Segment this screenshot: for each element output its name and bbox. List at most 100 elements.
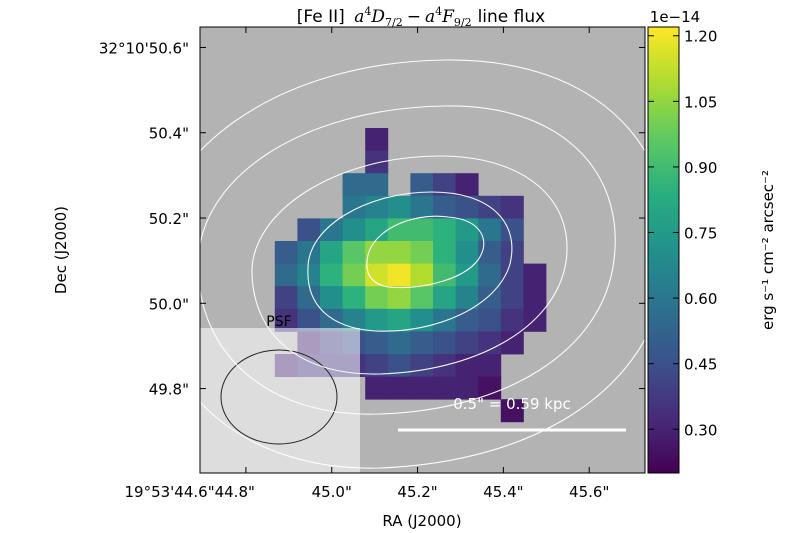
flux-pixel [342, 218, 366, 242]
y-tick-label: 50.2" [149, 210, 189, 228]
title-suffix: line flux [478, 7, 546, 27]
colorbar-tick-label: 1.20 [684, 28, 717, 46]
y-tick-label: 50.4" [149, 125, 189, 143]
flux-pixel [410, 173, 434, 197]
flux-pixel [274, 263, 298, 287]
colorbar-multiplier: 1e−14 [650, 8, 700, 26]
title-prefix: [Fe II] [297, 7, 345, 27]
flux-pixel [365, 354, 389, 377]
flux-pixel [274, 286, 298, 310]
flux-pixel [455, 354, 479, 377]
flux-pixel [410, 286, 434, 310]
flux-pixel [410, 331, 434, 355]
flux-pixel [342, 241, 366, 264]
flux-pixel [387, 286, 411, 310]
flux-pixel [342, 195, 366, 219]
flux-pixel [500, 195, 524, 219]
flux-pixel [274, 308, 298, 332]
flux-pixel [433, 331, 456, 355]
flux-pixel [320, 263, 343, 287]
title-math-a2: a [425, 7, 435, 27]
flux-pixel [500, 286, 524, 310]
flux-pixel [365, 150, 389, 174]
flux-pixel [320, 218, 343, 242]
flux-pixel [387, 354, 411, 377]
flux-pixel [410, 354, 434, 377]
flux-pixel [387, 263, 411, 287]
flux-pixel [523, 286, 547, 310]
x-tick-label: 45.2" [397, 483, 437, 501]
flux-pixel [410, 263, 434, 287]
contour-2 [307, 191, 513, 332]
flux-pixel [455, 173, 479, 197]
colorbar-ticks: 1.20 1.05 0.90 0.75 0.60 0.45 0.30 [648, 28, 717, 439]
title-math-f: F [441, 7, 455, 27]
flux-pixel [410, 218, 434, 242]
flux-pixel [433, 376, 456, 400]
flux-pixel [455, 376, 479, 400]
contour-1 [366, 215, 485, 289]
flux-pixel [455, 195, 479, 219]
flux-pixel [455, 331, 479, 355]
colorbar-label: erg s⁻¹ cm⁻² arcsec⁻² [759, 170, 777, 330]
flux-pixel [365, 308, 389, 332]
x-tick-label: 19°53'44.6"44.8" [125, 483, 255, 501]
flux-pixel [387, 331, 411, 355]
flux-pixel [523, 308, 547, 332]
continuum-contours [200, 59, 645, 469]
flux-pixel [320, 286, 343, 310]
flux-pixel [410, 376, 434, 400]
title-math-sup2: 4 [435, 5, 442, 18]
colorbar-tick-label: 1.05 [684, 93, 717, 111]
plot-area: 0.5" = 0.59 kpc PSF [200, 27, 645, 473]
title-math-a1: a [354, 7, 364, 27]
flux-pixel [478, 308, 502, 332]
flux-pixel [455, 241, 479, 264]
colorbar-tick-label: 0.45 [684, 356, 717, 374]
flux-pixel [365, 218, 389, 242]
x-tick-label: 45.4" [483, 483, 523, 501]
flux-pixel [297, 218, 321, 242]
title-math-sub2: 9/2 [454, 16, 472, 29]
flux-pixel [478, 263, 502, 287]
title-math-minus: − [407, 7, 421, 27]
flux-pixel [365, 331, 389, 355]
flux-pixel [410, 241, 434, 264]
chart-title: [Fe II] a4D7/2− a4F9/2 line flux [297, 5, 545, 29]
title-math-sub1: 7/2 [385, 16, 403, 29]
flux-pixel [433, 308, 456, 332]
flux-pixel [387, 218, 411, 242]
colorbar-tick-label: 0.75 [684, 225, 717, 243]
flux-pixel [478, 286, 502, 310]
flux-pixel [387, 308, 411, 332]
y-axis-ticks: 32°10'50.6" 50.4" 50.2" 50.0" 49.8" [99, 39, 645, 399]
flux-pixel [387, 195, 411, 219]
y-tick-label: 50.0" [149, 295, 189, 313]
flux-pixel [478, 354, 502, 377]
y-axis-label: Dec (J2000) [52, 206, 70, 294]
flux-pixel [433, 195, 456, 219]
scale-bar-label: 0.5" = 0.59 kpc [453, 395, 570, 413]
x-axis-label: RA (J2000) [382, 512, 461, 530]
x-tick-label: 45.6" [569, 483, 609, 501]
flux-pixel [342, 286, 366, 310]
title-math-sup1: 4 [364, 5, 371, 18]
flux-pixel [433, 286, 456, 310]
plot-frame [199, 26, 646, 474]
flux-pixel [478, 376, 502, 400]
contour-5 [200, 59, 645, 469]
flux-pixel [365, 195, 389, 219]
flux-pixel [478, 331, 502, 355]
flux-pixel [387, 241, 411, 264]
flux-pixel [523, 263, 547, 287]
colorbar-tick-label: 0.60 [684, 290, 717, 308]
flux-pixel [297, 286, 321, 310]
flux-pixel [500, 263, 524, 287]
flux-pixel [410, 308, 434, 332]
flux-pixel [500, 399, 524, 423]
colorbar-tick-label: 0.90 [684, 159, 717, 177]
flux-pixel [455, 263, 479, 287]
flux-pixel [455, 308, 479, 332]
flux-pixel [365, 263, 389, 287]
